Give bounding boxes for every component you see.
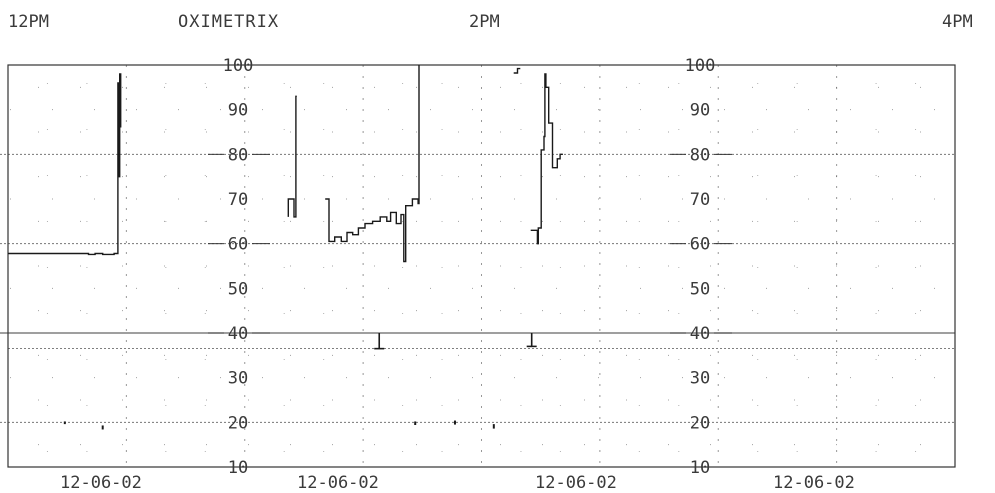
y-tick-label-10-col1: 10: [228, 458, 248, 478]
date-label-1: 12-06-02: [60, 473, 142, 493]
y-tick-label-80-col1: 80: [228, 145, 248, 165]
grid-layer: [0, 65, 955, 467]
y-tick-label-50-col2: 50: [690, 279, 710, 299]
y-tick-label-60-col1: 60: [228, 235, 248, 255]
date-label-3: 12-06-02: [535, 473, 617, 493]
y-tick-label-100-col1: 100: [223, 56, 254, 76]
y-tick-label-50-col1: 50: [228, 279, 248, 299]
y-tick-label-20-col2: 20: [690, 413, 710, 433]
plot-frame: [7, 64, 956, 468]
y-tick-label-10-col2: 10: [690, 458, 710, 478]
y-tick-label-100-col2: 100: [685, 56, 716, 76]
spo2-trace-segment-3: [325, 65, 420, 263]
time-label-12pm: 12PM: [8, 12, 49, 32]
y-tick-label-30-col1: 30: [228, 369, 248, 389]
axis-labels-layer: 10 20 30 40 50 60 70 80 90 100 10 20 30 40 50 60 70 80 90 1…: [208, 56, 732, 478]
y-tick-label-90-col2: 90: [690, 101, 710, 121]
y-tick-label-90-col1: 90: [228, 101, 248, 121]
series-layer: [8, 65, 563, 263]
time-label-4pm: 4PM: [942, 12, 973, 32]
spo2-trace-segment-1: [8, 73, 122, 256]
y-tick-label-40-col2: 40: [690, 324, 710, 344]
spo2-trace-segment-4: [513, 67, 521, 74]
date-label-2: 12-06-02: [297, 473, 379, 493]
y-tick-label-20-col1: 20: [228, 413, 248, 433]
y-tick-label-70-col1: 70: [228, 190, 248, 210]
y-tick-label-40-col1: 40: [228, 324, 248, 344]
y-tick-label-80-col2: 80: [690, 145, 710, 165]
event-marks-layer: [63, 333, 537, 430]
y-tick-label-70-col2: 70: [690, 190, 710, 210]
spo2-trace-segment-2: [287, 95, 297, 218]
date-label-4: 12-06-02: [773, 473, 855, 493]
time-label-2pm: 2PM: [469, 12, 500, 32]
plot-border: [7, 64, 956, 468]
spo2-trace-segment-5: [530, 73, 563, 245]
y-tick-label-60-col2: 60: [690, 235, 710, 255]
y-tick-label-30-col2: 30: [690, 369, 710, 389]
brand-label: OXIMETRIX: [178, 12, 279, 32]
